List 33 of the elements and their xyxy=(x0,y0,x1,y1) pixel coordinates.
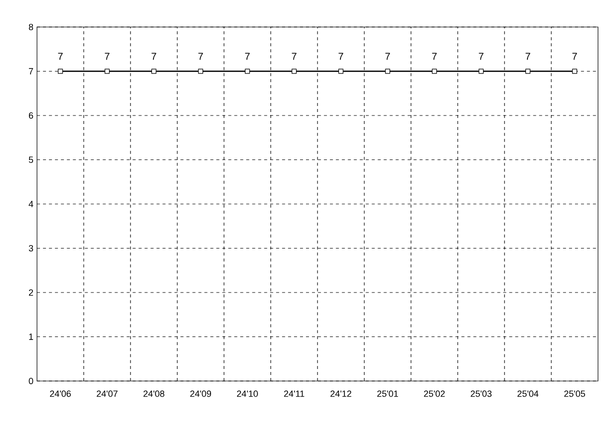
y-tick-label: 5 xyxy=(28,156,34,163)
x-tick-label: 24'06 xyxy=(50,390,71,397)
y-tick-label: 1 xyxy=(29,334,34,340)
x-tick-label: 24'08 xyxy=(144,390,164,397)
y-tick-label: 4 xyxy=(28,200,34,208)
y-tick-label: 2 xyxy=(28,289,34,296)
x-tick-label: 24'11 xyxy=(284,390,304,397)
y-tick-label: 7 xyxy=(28,68,34,74)
data-label: 7 xyxy=(338,52,344,60)
x-tick-label: 24'10 xyxy=(237,390,258,397)
data-label: 7 xyxy=(292,52,296,60)
x-tick-label: 25'02 xyxy=(424,390,445,397)
x-tick-label: 25'04 xyxy=(518,390,538,397)
data-label: 7 xyxy=(526,52,530,60)
y-tick-label: 0 xyxy=(28,378,34,384)
x-tick-label: 25'03 xyxy=(470,390,492,397)
data-label: 7 xyxy=(432,52,437,60)
data-label: 7 xyxy=(152,52,156,60)
y-tick-label: 8 xyxy=(28,24,34,30)
x-tick-label: 25'05 xyxy=(564,390,586,397)
x-tick-label: 24'09 xyxy=(190,390,212,397)
data-label: 7 xyxy=(104,52,110,60)
data-label: 7 xyxy=(478,52,484,60)
data-label: 7 xyxy=(385,52,390,60)
x-tick-label: 25'01 xyxy=(377,390,398,397)
y-tick-label: 6 xyxy=(28,112,34,119)
x-tick-label: 24'12 xyxy=(330,390,352,397)
y-tick-label: 3 xyxy=(28,245,34,252)
data-label: 7 xyxy=(245,52,250,60)
data-label: 7 xyxy=(572,52,577,60)
data-label: 7 xyxy=(58,52,63,60)
x-tick-label: 24'07 xyxy=(96,390,118,397)
data-label: 7 xyxy=(198,52,203,60)
